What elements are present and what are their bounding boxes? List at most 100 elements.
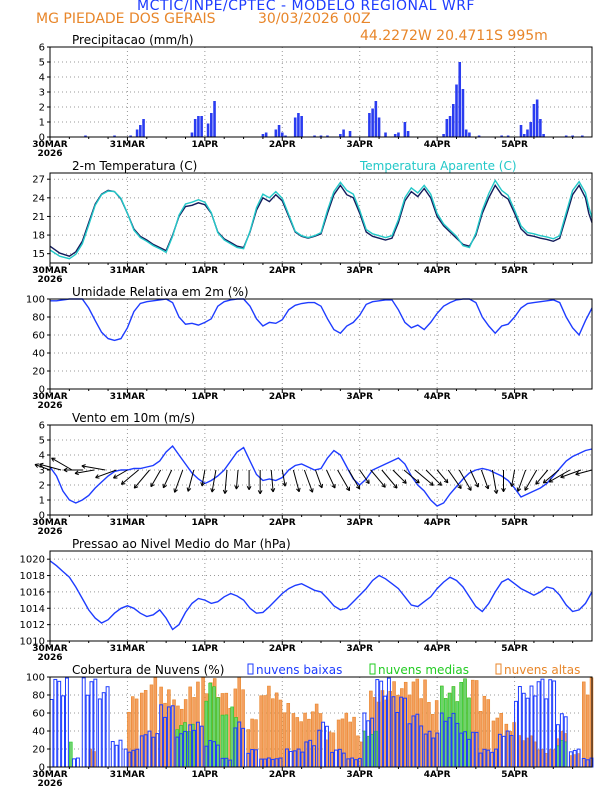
wind-vector (326, 469, 336, 489)
precip-bar (397, 132, 400, 137)
temp-xtick-label: 3APR (346, 266, 373, 276)
wind-arrowhead (535, 480, 540, 485)
clouds-ytick-label: 40 (32, 727, 45, 738)
wind-ytick-label: 3 (39, 466, 45, 477)
wind-arrowhead (270, 488, 276, 493)
rh-series-line-0 (50, 298, 593, 342)
chart-header-title: MCTIC/INPE/CPTEC - MODELO REGIONAL WRF (137, 0, 475, 14)
wind-arrowhead (516, 487, 522, 492)
pressure-xtick-label: 3APR (346, 644, 373, 654)
precip-bar (213, 101, 216, 137)
precip-xtick-label: 4APR (424, 140, 451, 150)
rh-ytick-label: 0 (39, 385, 45, 396)
precip-bar (393, 134, 397, 137)
rh-ytick-label: 80 (32, 313, 45, 324)
cloud-bar-1 (230, 706, 234, 768)
temp-xtick-label: 30MAR (32, 266, 67, 276)
rh-frame (49, 298, 593, 390)
wind-vector (113, 469, 128, 479)
precip-bar (519, 125, 523, 137)
precip-bar (142, 119, 145, 137)
precip-xtick-label: 30MAR (32, 140, 67, 150)
wind-arrowhead (560, 474, 565, 479)
wind-vector (414, 469, 434, 486)
wind-vector (74, 469, 95, 474)
wind-arrowhead (493, 489, 499, 494)
precip-ytick-label: 1 (39, 118, 45, 129)
wind-arrowhead (548, 478, 554, 483)
precip-xtick-label: 3APR (346, 140, 373, 150)
precip-bar (139, 125, 142, 137)
rh-panel: 0 20 40 60 80 100 30MAR 31MAR 1APR 2APR 3APR 4APR 5A… (26, 295, 593, 411)
wind-xtick-label: 4APR (424, 518, 451, 528)
rh-xtick-label: 2APR (269, 392, 296, 402)
precip-bar (264, 132, 268, 137)
precip-bar (190, 132, 194, 137)
pressure-ytick-label: 1016 (20, 587, 45, 598)
precip-bar (581, 135, 584, 137)
wind-vector (447, 469, 462, 489)
wind-vector (436, 469, 449, 484)
wind-arrowhead (162, 483, 167, 489)
precip-bar (200, 116, 203, 137)
precip-bar (506, 135, 510, 137)
precip-bar (451, 104, 455, 137)
clouds-xtick-label: 31MAR (110, 770, 145, 780)
wind-arrowhead (63, 467, 68, 473)
temp-title: 2-m Temperatura (C) (72, 159, 197, 173)
wind-vector (469, 469, 479, 488)
wind-arrowhead (222, 489, 228, 494)
precip-bar (342, 129, 345, 137)
wind-arrowhead (509, 482, 515, 487)
temp-xtick-label: 5APR (501, 266, 528, 276)
temp-series-line-1 (49, 178, 593, 260)
clouds-ytick-label: 100 (26, 673, 45, 684)
wind-vector (458, 469, 472, 491)
precip-bar (458, 62, 462, 137)
wind-xtick-label: 3APR (346, 518, 373, 528)
wind-vector (211, 469, 217, 493)
pressure-xtick-label: 5APR (501, 644, 528, 654)
wind-arrowhead (381, 483, 386, 488)
precip-xtick-label: 5APR (501, 140, 528, 150)
precip-bar (313, 135, 316, 137)
pressure-xtick-label: 4APR (424, 644, 451, 654)
pressure-frame (49, 550, 593, 642)
wind-arrowhead (542, 479, 548, 484)
wind-vector (575, 469, 593, 475)
precip-bar (297, 113, 300, 137)
wind-vector (392, 469, 407, 484)
cloud-bar-0 (334, 749, 338, 768)
precip-bar (500, 135, 503, 137)
cloud-bar-2 (271, 698, 275, 768)
rh-ytick-label: 60 (32, 331, 45, 342)
cloud-bar-0 (514, 700, 518, 768)
clouds-xtick-label: 2APR (269, 770, 296, 780)
precip-bar (84, 135, 87, 137)
precip-bar (535, 99, 539, 137)
precip-bar (300, 116, 303, 137)
cloud-bar-0 (118, 739, 123, 768)
wind-arrowhead (355, 484, 361, 490)
cloud-bar-0 (151, 736, 156, 768)
wind-arrowhead (257, 490, 263, 495)
wind-vector (348, 469, 361, 490)
wind-arrowhead (210, 488, 215, 493)
cloud-bar-0 (501, 735, 506, 768)
clouds-xtick-label: 30MAR (32, 770, 67, 780)
wind-vector (337, 469, 350, 491)
cloud-bar-2 (274, 692, 279, 768)
cloud-bar-2 (267, 685, 271, 768)
cloud-bar-2 (278, 699, 283, 768)
temp-series-line-0 (49, 184, 593, 257)
wind-series-line-0 (49, 444, 593, 507)
precip-bar (539, 119, 542, 137)
precip-xtick-label: 2APR (269, 140, 296, 150)
wind-vector (235, 469, 239, 490)
precip-bar (468, 132, 471, 137)
precip-bar (377, 117, 381, 137)
pressure-ytick-label: 1012 (20, 620, 45, 631)
wind-vector (51, 457, 73, 471)
pressure-year-label: 2026 (37, 653, 62, 663)
